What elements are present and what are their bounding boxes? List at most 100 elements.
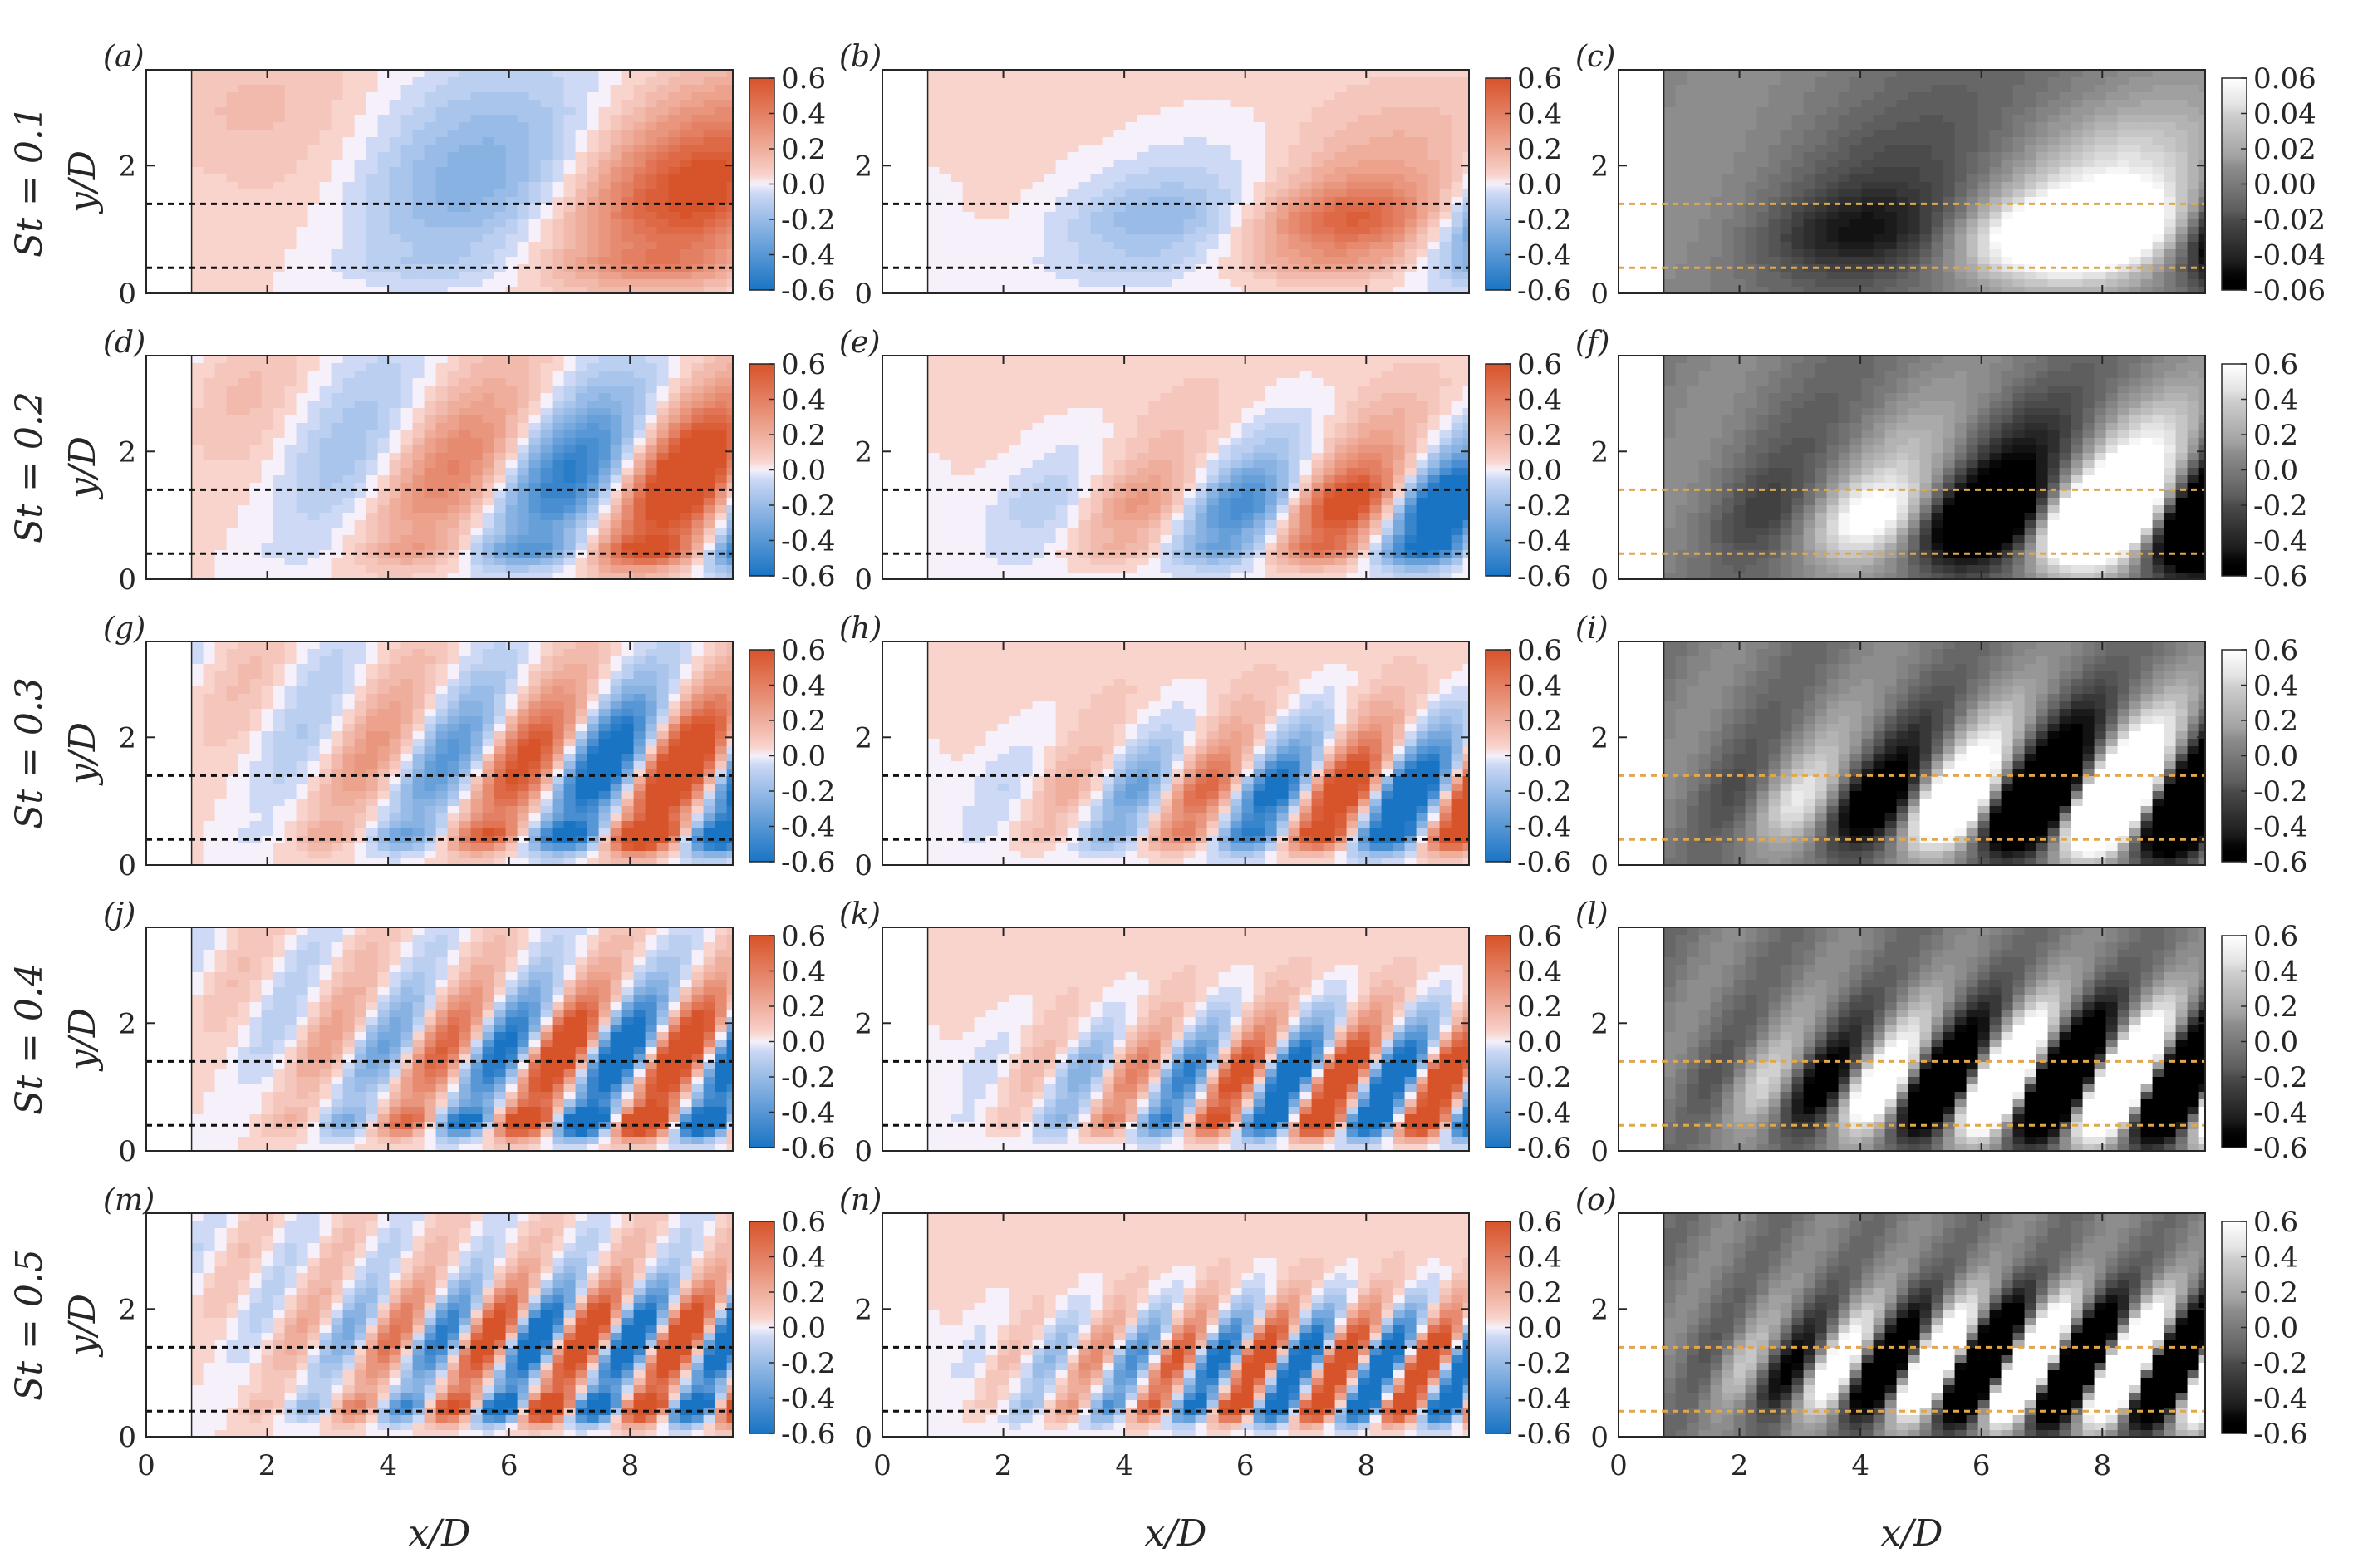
y-tick-label: 2 — [854, 150, 872, 183]
axes-frame — [145, 641, 734, 866]
y-tick-label: 0 — [118, 563, 136, 597]
x-tick-label: 6 — [1972, 1449, 1991, 1482]
y-axis-label: y/D — [61, 1294, 104, 1358]
colorbar-tick-label: -0.6 — [2253, 560, 2308, 593]
contour-panel-j — [146, 927, 733, 1151]
colorbar-tick-label: -0.6 — [1517, 1418, 1572, 1451]
axes-frame — [1618, 1212, 2206, 1438]
colorbar-tick-label: -0.4 — [781, 1383, 836, 1416]
y-tick-label: 0 — [1590, 278, 1609, 311]
colorbar-tick-label: 0.6 — [781, 1206, 826, 1239]
colorbar-tick-label: -0.2 — [1517, 204, 1572, 237]
masked-region — [146, 1213, 192, 1437]
colorbar-tick-label: -0.4 — [1517, 1383, 1572, 1416]
x-axis-label: x/D — [409, 1512, 471, 1555]
axes-frame — [882, 355, 1470, 580]
colorbar-tick-label: -0.6 — [2253, 1132, 2308, 1165]
colorbar-tick-label: 0.4 — [1517, 1241, 1562, 1275]
colorbar-tick-label: -0.6 — [781, 1132, 836, 1165]
colorbar-tick-label: 0.6 — [781, 920, 826, 953]
masked-region — [1619, 356, 1664, 579]
colorbar-tick-label: -0.6 — [781, 274, 836, 307]
colorbar-tick-label: -0.4 — [1517, 1097, 1572, 1130]
row-label-st: St = 0.1 — [8, 106, 51, 258]
colorbar-tick-label: -0.04 — [2253, 239, 2326, 273]
colorbar-tick-label: 0.4 — [1517, 670, 1562, 703]
colorbar-tick-label: 0.02 — [2253, 133, 2316, 166]
y-tick-label: 2 — [854, 721, 872, 755]
masked-region — [882, 356, 928, 579]
y-axis-label: y/D — [61, 1008, 104, 1072]
contour-panel-l — [1619, 927, 2205, 1151]
y-axis-label: y/D — [61, 722, 104, 786]
y-tick-label: 2 — [854, 435, 872, 469]
contour-panel-i — [1619, 641, 2205, 865]
colorbar-tick-label: 0.6 — [781, 348, 826, 381]
colorbar-tick-label: -0.02 — [2253, 204, 2326, 237]
y-tick-label: 0 — [1590, 563, 1609, 597]
y-tick-label: 2 — [1590, 1293, 1609, 1326]
row-label-st: St = 0.4 — [8, 963, 51, 1115]
colorbar-tick-label: -0.4 — [781, 525, 836, 558]
x-tick-label: 8 — [1357, 1449, 1375, 1482]
panel-label: (c) — [1575, 40, 1615, 74]
colorbar-tick-label: 0.4 — [781, 384, 826, 417]
contour-panel-a — [146, 70, 733, 293]
colorbar-tick-label: -0.6 — [1517, 560, 1572, 593]
y-tick-label: 2 — [118, 1293, 136, 1326]
axes-frame — [882, 641, 1470, 866]
colorbar-tick-label: 0.4 — [781, 98, 826, 131]
colorbar-tick-label: -0.6 — [2253, 846, 2308, 879]
row-label-st: St = 0.3 — [8, 677, 51, 829]
y-tick-label: 2 — [854, 1293, 872, 1326]
masked-region — [146, 641, 192, 865]
colorbar-tick-label: -0.6 — [781, 1418, 836, 1451]
y-tick-label: 0 — [118, 1135, 136, 1168]
panel-label: (j) — [103, 897, 135, 931]
x-tick-label: 2 — [258, 1449, 277, 1482]
panel-label: (h) — [839, 612, 882, 646]
axes-frame — [882, 1212, 1470, 1438]
colorbar-tick-label: 0.0 — [2253, 1026, 2298, 1059]
panel-label: (o) — [1575, 1183, 1617, 1217]
masked-region — [882, 1213, 928, 1437]
row-label-st: St = 0.2 — [8, 391, 51, 543]
colorbar-tick-label: 0.4 — [781, 1241, 826, 1275]
colorbar-tick-label: 0.6 — [2253, 1206, 2298, 1239]
colorbar-tick-label: -0.4 — [781, 239, 836, 273]
colorbar-tick-label: 0.0 — [2253, 1312, 2298, 1345]
contour-panel-g — [146, 641, 733, 865]
y-tick-label: 2 — [118, 150, 136, 183]
panel-label: (d) — [103, 326, 145, 360]
colorbar-tick-label: -0.6 — [1517, 274, 1572, 307]
masked-region — [1619, 927, 1664, 1151]
contour-panel-c — [1619, 70, 2205, 293]
colorbar-tick-label: 0.2 — [2253, 1276, 2298, 1310]
colorbar-tick-label: 0.0 — [1517, 740, 1562, 774]
axes-frame — [1618, 641, 2206, 866]
x-tick-label: 8 — [621, 1449, 639, 1482]
colorbar-tick-label: 0.4 — [1517, 956, 1562, 989]
panel-label: (n) — [839, 1183, 882, 1217]
colorbar-tick-label: 0.2 — [781, 419, 826, 452]
colorbar-tick-label: -0.6 — [781, 846, 836, 879]
contour-panel-m — [146, 1213, 733, 1437]
axes-frame — [145, 355, 734, 580]
x-tick-label: 6 — [1236, 1449, 1255, 1482]
colorbar-tick-label: 0.6 — [2253, 920, 2298, 953]
y-tick-label: 0 — [854, 849, 872, 882]
x-tick-label: 2 — [995, 1449, 1013, 1482]
masked-region — [882, 927, 928, 1151]
colorbar-tick-label: -0.2 — [2253, 489, 2308, 523]
colorbar-tick-label: -0.6 — [1517, 846, 1572, 879]
y-tick-label: 2 — [118, 721, 136, 755]
colorbar-tick-label: 0.4 — [1517, 384, 1562, 417]
contour-panel-n — [882, 1213, 1469, 1437]
colorbar-tick-label: -0.2 — [2253, 1061, 2308, 1094]
y-tick-label: 0 — [118, 849, 136, 882]
panel-label: (b) — [839, 40, 882, 74]
colorbar-tick-label: 0.0 — [781, 455, 826, 488]
colorbar-tick-label: 0.0 — [2253, 455, 2298, 488]
colorbar-tick-label: 0.2 — [1517, 419, 1562, 452]
colorbar-tick-label: 0.0 — [1517, 169, 1562, 202]
